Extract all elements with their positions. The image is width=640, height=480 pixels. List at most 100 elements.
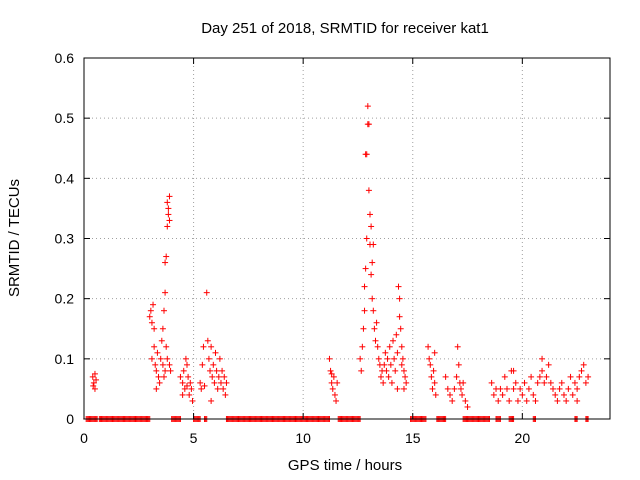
data-point xyxy=(216,355,223,362)
data-point xyxy=(363,235,370,242)
data-point xyxy=(574,385,581,392)
data-point xyxy=(326,355,333,362)
data-point xyxy=(181,385,188,392)
data-point xyxy=(222,391,229,398)
y-tick-label: 0.2 xyxy=(55,291,75,307)
data-point xyxy=(367,211,374,218)
data-point xyxy=(386,343,393,350)
data-point xyxy=(365,121,372,128)
x-tick-label: 10 xyxy=(295,430,311,446)
data-point xyxy=(385,373,392,380)
data-point xyxy=(147,307,154,314)
y-tick-label: 0.4 xyxy=(55,170,75,186)
data-point xyxy=(199,361,206,368)
data-point xyxy=(554,397,561,404)
data-point xyxy=(198,385,205,392)
data-point xyxy=(330,373,337,380)
data-point xyxy=(89,373,96,380)
data-point xyxy=(164,223,171,230)
data-point xyxy=(442,373,449,380)
data-point xyxy=(372,337,379,344)
data-point xyxy=(153,385,160,392)
chart-title: Day 251 of 2018, SRMTID for receiver kat… xyxy=(201,20,489,37)
data-point xyxy=(497,385,504,392)
data-point xyxy=(158,337,165,344)
data-point xyxy=(162,259,169,266)
data-point xyxy=(207,367,214,374)
data-point xyxy=(91,370,98,377)
data-point xyxy=(365,187,372,194)
data-point xyxy=(208,343,215,350)
data-point xyxy=(457,385,464,392)
data-point xyxy=(394,385,401,392)
data-point xyxy=(333,397,340,404)
data-point xyxy=(523,397,530,404)
data-point xyxy=(571,379,578,386)
data-point xyxy=(371,325,378,332)
y-axis-label: SRMTID / TECUs xyxy=(6,179,23,297)
data-point xyxy=(327,367,334,374)
data-point xyxy=(454,343,461,350)
data-point xyxy=(431,379,438,386)
data-point xyxy=(431,349,438,356)
data-point xyxy=(567,373,574,380)
data-point xyxy=(490,391,497,398)
data-point xyxy=(428,373,435,380)
data-point xyxy=(380,379,387,386)
data-point xyxy=(359,343,366,350)
data-point xyxy=(154,349,161,356)
data-point xyxy=(362,151,369,158)
y-tick-label: 0.6 xyxy=(55,50,75,66)
data-point xyxy=(179,379,186,386)
data-point xyxy=(398,343,405,350)
data-point xyxy=(203,289,210,296)
data-point xyxy=(556,385,563,392)
data-point xyxy=(569,391,576,398)
data-point xyxy=(151,325,158,332)
data-point xyxy=(152,361,159,368)
axis-ticks xyxy=(83,57,610,420)
data-point xyxy=(514,397,521,404)
data-point xyxy=(565,385,572,392)
x-tick-label: 15 xyxy=(405,430,421,446)
data-point xyxy=(444,385,451,392)
data-point xyxy=(205,355,212,362)
data-point xyxy=(213,367,220,374)
data-point xyxy=(388,379,395,386)
data-point xyxy=(430,367,437,374)
data-point xyxy=(221,373,228,380)
data-point xyxy=(360,325,367,332)
data-point xyxy=(364,103,371,110)
data-point xyxy=(167,367,174,374)
data-points xyxy=(83,103,592,422)
data-point xyxy=(163,343,170,350)
data-point xyxy=(534,379,541,386)
data-point xyxy=(160,373,167,380)
data-point xyxy=(331,391,338,398)
y-tick-label: 0.5 xyxy=(55,110,75,126)
data-point xyxy=(210,361,217,368)
data-point xyxy=(464,403,471,410)
data-point xyxy=(453,373,460,380)
data-point xyxy=(200,343,207,350)
data-point xyxy=(374,343,381,350)
data-point xyxy=(510,385,517,392)
x-axis-label: GPS time / hours xyxy=(288,457,402,474)
data-point xyxy=(530,391,537,398)
data-point xyxy=(383,367,390,374)
data-point xyxy=(429,385,436,392)
data-point xyxy=(369,295,376,302)
y-tick-label: 0.1 xyxy=(55,351,75,367)
data-point xyxy=(541,379,548,386)
data-point xyxy=(503,385,510,392)
data-point xyxy=(585,373,592,380)
data-point xyxy=(576,373,583,380)
data-point xyxy=(558,379,565,386)
data-point xyxy=(525,385,532,392)
data-point xyxy=(425,343,432,350)
data-point xyxy=(375,355,382,362)
data-point xyxy=(398,361,405,368)
data-point xyxy=(361,307,368,314)
data-point xyxy=(403,379,410,386)
